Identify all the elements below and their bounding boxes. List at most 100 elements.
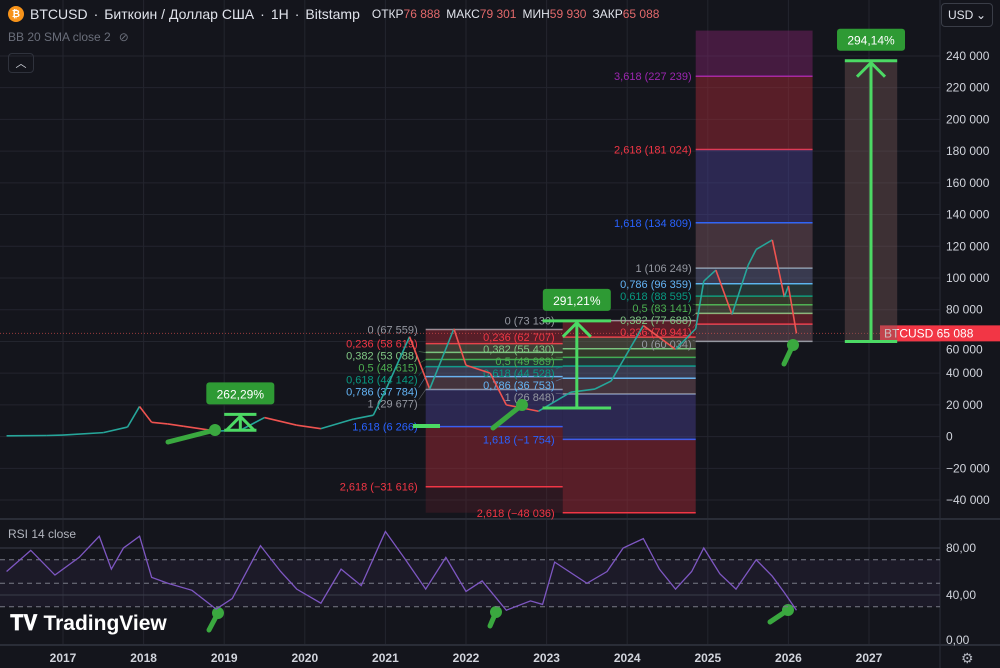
arrow-head (490, 606, 502, 618)
fib-level-label: 0,382 (55 430) (483, 344, 555, 356)
x-tick-label: 2021 (372, 651, 399, 665)
chevron-down-icon: ⌄ (975, 8, 986, 22)
fib-area (562, 320, 696, 513)
price-segment (264, 416, 297, 426)
eye-off-icon[interactable]: ⊘ (118, 30, 129, 44)
fib-level-label: 0,382 (77 688) (620, 315, 692, 327)
fib-level-label: 0,236 (58 619) (346, 339, 418, 351)
price-segment (453, 328, 467, 366)
price-segment (570, 388, 596, 393)
fib-level-label: 0,786 (96 359) (620, 279, 692, 291)
price-segment (372, 390, 387, 416)
price-segment (674, 328, 697, 350)
x-tick-label: 2026 (775, 651, 802, 665)
fib-band (695, 313, 813, 325)
y-tick-label: 100 000 (946, 271, 990, 285)
rsi-axis-label: 40,00 (946, 588, 976, 602)
rsi-line (6, 530, 797, 612)
price-segment (489, 372, 508, 406)
fib-area (695, 30, 813, 342)
x-tick-label: 2027 (856, 651, 883, 665)
symbol[interactable]: BTCUSD (30, 6, 88, 22)
fib-level-label: 0,618 (44 528) (483, 368, 555, 380)
y-tick-label: 60 000 (946, 342, 983, 356)
fib-band (695, 222, 813, 269)
x-tick-label: 2024 (614, 651, 641, 665)
y-tick-label: −20 000 (946, 461, 990, 475)
fib-level-label: 0,382 (53 088) (346, 351, 418, 363)
x-tick-label: 2018 (130, 651, 157, 665)
x-tick-label: 2019 (211, 651, 238, 665)
price-segment (703, 269, 717, 282)
fib-band (562, 378, 696, 395)
price-segment (755, 239, 773, 251)
ohlc-values: ОТКР76 888 МАКС79 301 МИН59 930 ЗАКР65 0… (372, 7, 660, 21)
price-segment (715, 269, 733, 315)
y-tick-label: 200 000 (946, 112, 990, 126)
y-tick-label: 40 000 (946, 366, 983, 380)
fib-band (562, 439, 696, 513)
price-tag-label: BTCUSD 65 088 (884, 326, 974, 340)
price-segment (320, 418, 354, 430)
fib-band (695, 304, 813, 314)
price-segment (296, 424, 322, 430)
price-segment (787, 285, 798, 334)
interval[interactable]: 1H (270, 6, 289, 22)
price-segment (103, 426, 128, 434)
measure-label: 294,14% (847, 34, 895, 48)
fib-band (562, 357, 696, 366)
price-segment (747, 249, 757, 266)
price-segment (428, 328, 455, 390)
fib-band (562, 320, 696, 338)
ohlc-high: МАКС79 301 (446, 7, 517, 21)
fib-label-leader (692, 323, 696, 329)
y-tick-label: 120 000 (946, 239, 990, 253)
ohlc-open: ОТКР76 888 (371, 7, 441, 21)
price-segment (694, 281, 705, 329)
tv-logo-icon: 𝐓𝐕 (10, 612, 38, 635)
fib-level-label: 2,618 (181 024) (614, 144, 692, 156)
y-tick-label: −40 000 (946, 493, 990, 507)
y-tick-label: 180 000 (946, 144, 990, 158)
fib-band (562, 348, 696, 358)
price-segment (138, 405, 153, 423)
currency-select[interactable]: USD ⌄ (941, 3, 993, 27)
arrow-icon (490, 402, 525, 431)
x-tick-label: 2017 (50, 651, 77, 665)
price-segment (594, 380, 612, 390)
y-tick-label: 20 000 (946, 398, 983, 412)
fib-level-label: 0 (73 130) (505, 316, 555, 328)
symbol-name: Биткоин / Доллар США (104, 6, 255, 22)
fib-level-label: 0,5 (49 989) (495, 356, 554, 368)
price-segment (167, 423, 185, 428)
arrow-up-icon (225, 414, 256, 432)
measure-label-box (837, 28, 906, 51)
indicator-legend[interactable]: BB 20 SMA close 2 ⊘ (8, 30, 129, 44)
price-tag (880, 325, 1000, 342)
price-segment (353, 414, 374, 420)
fib-level-label: 0,618 (44 142) (346, 375, 418, 387)
fib-band (695, 268, 813, 284)
fib-level-label: 0,5 (83 141) (632, 303, 691, 315)
price-segment (465, 364, 491, 374)
fib-level-label: 1,618 (−1 754) (483, 434, 555, 446)
gear-icon[interactable]: ⚙ (961, 650, 974, 666)
fib-label-leader (555, 392, 563, 395)
tradingview-logo[interactable]: 𝐓𝐕 TradingView (10, 612, 167, 635)
arrow-icon (165, 427, 218, 445)
rsi-legend[interactable]: RSI 14 close (8, 527, 77, 541)
price-segment (384, 336, 411, 391)
fib-label-leader (418, 351, 426, 353)
fib-band (695, 283, 813, 297)
fib-level-label: 0,618 (88 595) (620, 291, 692, 303)
measure-label-box (206, 382, 275, 405)
collapse-button[interactable]: ︿ (8, 53, 34, 73)
fib-level-label: 3,618 (227 239) (614, 71, 692, 83)
x-tick-label: 2020 (291, 651, 318, 665)
y-tick-label: 220 000 (946, 81, 990, 95)
fib-band (562, 394, 696, 440)
fib-level-label: 0,786 (37 784) (346, 387, 418, 399)
ohlc-close: ЗАКР65 088 (592, 7, 660, 21)
fib-level-label: 1 (106 249) (635, 263, 691, 275)
